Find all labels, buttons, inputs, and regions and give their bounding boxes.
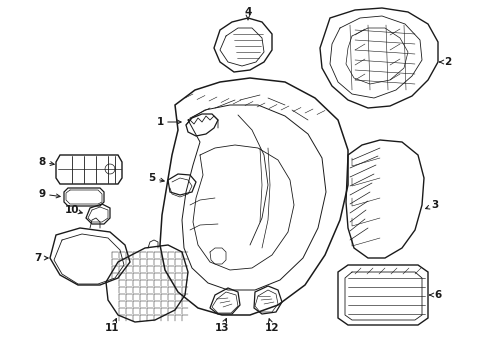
Text: 2: 2 <box>444 57 452 67</box>
Text: 9: 9 <box>38 189 46 199</box>
Text: 1: 1 <box>156 117 164 127</box>
Text: 11: 11 <box>105 323 119 333</box>
Text: 3: 3 <box>431 200 439 210</box>
Text: 8: 8 <box>38 157 46 167</box>
Text: 10: 10 <box>65 205 79 215</box>
Text: 4: 4 <box>245 7 252 17</box>
Text: 5: 5 <box>148 173 156 183</box>
Text: 7: 7 <box>34 253 42 263</box>
Text: 6: 6 <box>434 290 441 300</box>
Text: 12: 12 <box>265 323 279 333</box>
Text: 13: 13 <box>215 323 229 333</box>
